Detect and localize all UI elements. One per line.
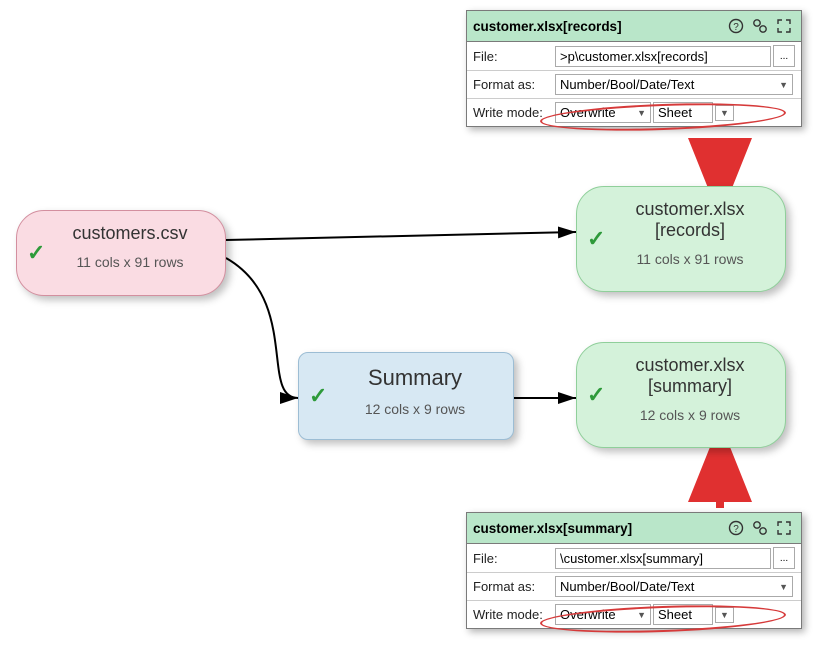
expand-icon[interactable] bbox=[773, 15, 795, 37]
format-dropdown[interactable]: Number/Bool/Date/Text▼ bbox=[555, 576, 793, 597]
format-dropdown[interactable]: Number/Bool/Date/Text▼ bbox=[555, 74, 793, 95]
extra-dropdown[interactable]: ▼ bbox=[715, 607, 734, 623]
chevron-down-icon: ▼ bbox=[720, 610, 729, 620]
properties-panel-records: customer.xlsx[records] ? File: >p\custom… bbox=[466, 10, 802, 127]
summary-node[interactable]: ✓ Summary 12 cols x 9 rows bbox=[298, 352, 514, 440]
file-field[interactable]: >p\customer.xlsx[records] bbox=[555, 46, 771, 67]
writemode-label: Write mode: bbox=[473, 105, 555, 120]
output-records-node[interactable]: ✓ customer.xlsx[records] 11 cols x 91 ro… bbox=[576, 186, 786, 292]
check-icon: ✓ bbox=[587, 382, 605, 408]
chevron-down-icon: ▼ bbox=[637, 610, 646, 620]
check-icon: ✓ bbox=[309, 383, 327, 409]
chevron-down-icon: ▼ bbox=[779, 582, 788, 592]
panel-header: customer.xlsx[summary] ? bbox=[467, 513, 801, 544]
properties-panel-summary: customer.xlsx[summary] ? File: \customer… bbox=[466, 512, 802, 629]
node-title: customer.xlsx[records] bbox=[613, 199, 767, 241]
scope-dropdown[interactable]: Sheet bbox=[653, 102, 713, 123]
gear-icon[interactable] bbox=[749, 517, 771, 539]
browse-button[interactable]: ... bbox=[773, 45, 795, 67]
source-node[interactable]: ✓ customers.csv 11 cols x 91 rows bbox=[16, 210, 226, 296]
node-meta: 12 cols x 9 rows bbox=[613, 407, 767, 423]
node-meta: 11 cols x 91 rows bbox=[53, 254, 207, 270]
format-label: Format as: bbox=[473, 77, 555, 92]
help-icon[interactable]: ? bbox=[725, 15, 747, 37]
check-icon: ✓ bbox=[27, 240, 45, 266]
writemode-dropdown[interactable]: Overwrite▼ bbox=[555, 604, 651, 625]
expand-icon[interactable] bbox=[773, 517, 795, 539]
file-field[interactable]: \customer.xlsx[summary] bbox=[555, 548, 771, 569]
gear-icon[interactable] bbox=[749, 15, 771, 37]
chevron-down-icon: ▼ bbox=[720, 108, 729, 118]
format-row: Format as: Number/Bool/Date/Text▼ bbox=[467, 573, 801, 601]
node-title: customer.xlsx[summary] bbox=[613, 355, 767, 397]
node-meta: 11 cols x 91 rows bbox=[613, 251, 767, 267]
writemode-row: Write mode: Overwrite▼ Sheet ▼ bbox=[467, 99, 801, 126]
extra-dropdown[interactable]: ▼ bbox=[715, 105, 734, 121]
node-title: Summary bbox=[335, 365, 495, 391]
panel-title: customer.xlsx[summary] bbox=[473, 521, 723, 536]
writemode-dropdown[interactable]: Overwrite▼ bbox=[555, 102, 651, 123]
file-row: File: \customer.xlsx[summary] ... bbox=[467, 544, 801, 573]
file-label: File: bbox=[473, 49, 555, 64]
panel-header: customer.xlsx[records] ? bbox=[467, 11, 801, 42]
output-summary-node[interactable]: ✓ customer.xlsx[summary] 12 cols x 9 row… bbox=[576, 342, 786, 448]
check-icon: ✓ bbox=[587, 226, 605, 252]
writemode-label: Write mode: bbox=[473, 607, 555, 622]
chevron-down-icon: ▼ bbox=[779, 80, 788, 90]
scope-dropdown[interactable]: Sheet bbox=[653, 604, 713, 625]
panel-title: customer.xlsx[records] bbox=[473, 19, 723, 34]
svg-text:?: ? bbox=[733, 524, 739, 535]
file-row: File: >p\customer.xlsx[records] ... bbox=[467, 42, 801, 71]
chevron-down-icon: ▼ bbox=[637, 108, 646, 118]
file-label: File: bbox=[473, 551, 555, 566]
browse-button[interactable]: ... bbox=[773, 547, 795, 569]
format-row: Format as: Number/Bool/Date/Text▼ bbox=[467, 71, 801, 99]
help-icon[interactable]: ? bbox=[725, 517, 747, 539]
svg-text:?: ? bbox=[733, 22, 739, 33]
format-label: Format as: bbox=[473, 579, 555, 594]
node-title: customers.csv bbox=[53, 223, 207, 244]
writemode-row: Write mode: Overwrite▼ Sheet ▼ bbox=[467, 601, 801, 628]
node-meta: 12 cols x 9 rows bbox=[335, 401, 495, 417]
